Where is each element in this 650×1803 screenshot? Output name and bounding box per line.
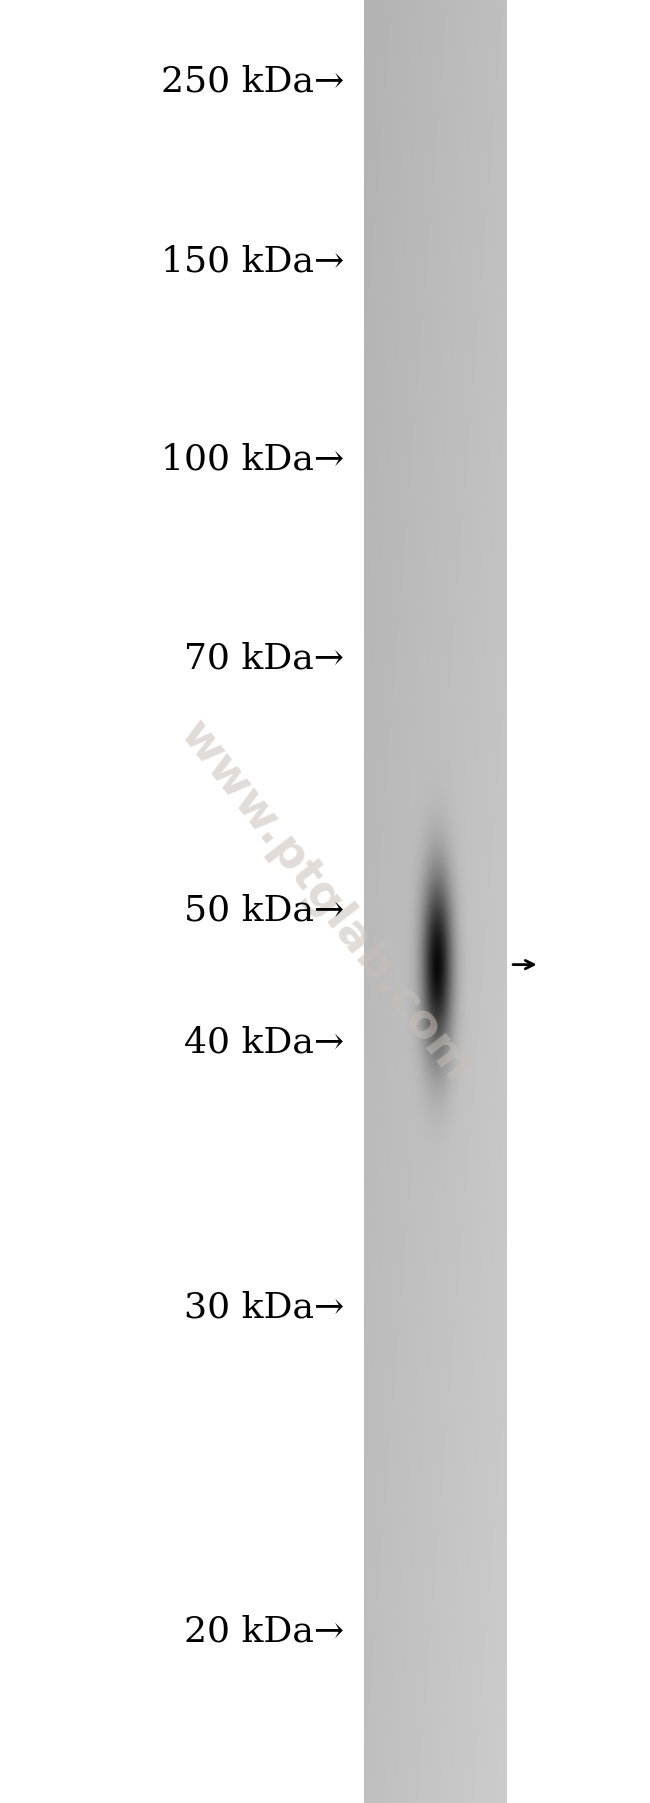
Text: 150 kDa→: 150 kDa→ <box>161 245 344 278</box>
Text: 40 kDa→: 40 kDa→ <box>185 1026 344 1058</box>
Text: 250 kDa→: 250 kDa→ <box>161 65 344 97</box>
Text: 30 kDa→: 30 kDa→ <box>184 1291 344 1323</box>
Text: 50 kDa→: 50 kDa→ <box>184 894 344 927</box>
Text: www.ptglab.com: www.ptglab.com <box>170 712 480 1091</box>
Text: 20 kDa→: 20 kDa→ <box>185 1615 344 1648</box>
Text: 70 kDa→: 70 kDa→ <box>185 642 344 674</box>
Text: 100 kDa→: 100 kDa→ <box>161 444 344 476</box>
